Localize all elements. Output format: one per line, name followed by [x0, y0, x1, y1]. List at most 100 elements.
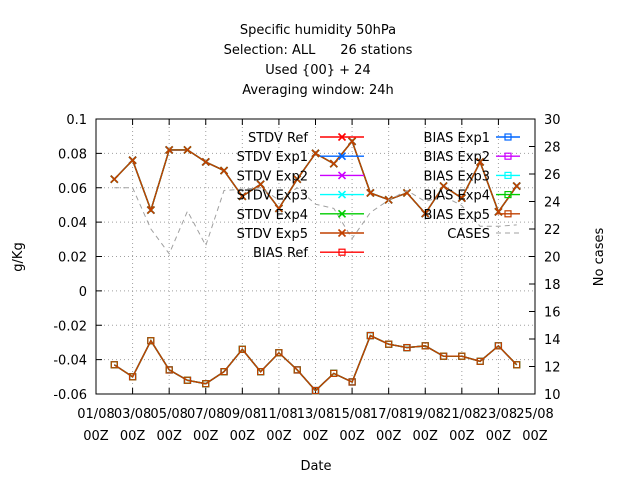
series-bias-exp5 — [110, 331, 521, 395]
y-tick-label: 0 — [79, 285, 87, 300]
y-tick-label: 0.08 — [58, 147, 87, 162]
x-tick-label-date: 23/08 — [480, 407, 517, 422]
x-tick-label-date: 07/08 — [187, 407, 224, 422]
data-point — [238, 345, 246, 353]
title-line-4: Averaging window: 24h — [242, 83, 394, 98]
chart-title: Specific humidity 50hPa Selection: ALL 2… — [224, 23, 413, 98]
legend-swatch-marker — [504, 171, 512, 179]
y-axis-label: g/Kg — [11, 242, 26, 271]
legend-label: CASES — [447, 227, 490, 242]
x-tick-label-date: 21/08 — [443, 407, 480, 422]
legend-item: BIAS Exp2 — [424, 150, 520, 165]
data-point — [476, 357, 484, 365]
data-point — [128, 156, 137, 165]
data-point — [421, 342, 429, 350]
x-tick-label-date: 05/08 — [150, 407, 187, 422]
data-point — [385, 340, 393, 348]
x-tick-label-hour: 00Z — [156, 429, 182, 444]
data-point — [256, 180, 265, 189]
data-point — [421, 209, 430, 218]
y-tick-label: 0.02 — [58, 251, 87, 266]
y2-tick-label: 28 — [544, 141, 561, 156]
x-tick-label-hour: 00Z — [303, 429, 329, 444]
x-tick-label-date: 13/08 — [297, 407, 334, 422]
legend-label: BIAS Exp2 — [424, 150, 490, 165]
data-point — [311, 386, 320, 395]
data-point — [293, 366, 301, 374]
data-point — [201, 157, 210, 167]
data-point — [219, 166, 229, 175]
data-point — [439, 352, 448, 360]
y-tick-label: 0.1 — [66, 113, 87, 128]
title-line-2: Selection: ALL 26 stations — [224, 43, 413, 58]
data-point — [238, 192, 247, 201]
data-point — [348, 137, 357, 146]
data-point — [311, 149, 320, 158]
legend-swatch-marker — [338, 248, 346, 256]
data-point — [494, 342, 503, 350]
y-tick-label: 0.04 — [58, 216, 87, 231]
y2-tick-label: 16 — [544, 306, 561, 321]
x-tick-label-hour: 00Z — [83, 429, 109, 444]
y2-axis-label: No cases — [592, 228, 607, 287]
legend-item: STDV Ref — [248, 131, 364, 146]
legend-label: BIAS Exp4 — [424, 189, 490, 204]
data-point — [110, 175, 119, 184]
data-point — [147, 337, 155, 345]
series-line — [113, 334, 518, 392]
x-tick-label-date: 01/08 — [77, 407, 114, 422]
legend-item: STDV Exp5 — [237, 227, 364, 242]
data-point — [403, 343, 411, 352]
legend-swatch-marker — [337, 152, 347, 161]
data-point — [257, 368, 265, 376]
legend-item: BIAS Exp3 — [424, 169, 520, 184]
y2-tick-label: 22 — [544, 223, 561, 238]
data-point — [512, 181, 521, 191]
x-tick-label-hour: 00Z — [120, 429, 146, 444]
data-point — [275, 349, 283, 357]
series-cases — [114, 187, 517, 255]
series-line — [114, 187, 517, 255]
x-tick-label-date: 19/08 — [407, 407, 444, 422]
data-point — [457, 193, 466, 203]
data-point — [458, 352, 466, 360]
x-tick-label-hour: 00Z — [193, 429, 219, 444]
y2-tick-label: 14 — [544, 333, 561, 348]
x-tick-label-hour: 00Z — [339, 429, 365, 444]
data-point — [110, 361, 118, 369]
legend-item: STDV Exp2 — [237, 169, 364, 184]
y2-tick-label: 24 — [544, 196, 561, 211]
legend-label: BIAS Exp5 — [424, 208, 490, 223]
legend-label: STDV Exp4 — [237, 208, 308, 223]
data-point — [183, 145, 192, 155]
x-tick-label-hour: 00Z — [376, 429, 402, 444]
y-tick-label: -0.04 — [53, 354, 87, 369]
legend-label: BIAS Exp1 — [424, 131, 490, 146]
legend-swatch-marker — [504, 210, 512, 218]
x-tick-label-date: 25/08 — [516, 407, 553, 422]
data-point — [348, 378, 356, 386]
x-tick-label-hour: 00Z — [266, 429, 292, 444]
legend-swatch-marker — [337, 190, 347, 199]
data-point — [165, 366, 173, 374]
legend-label: STDV Exp5 — [237, 227, 308, 242]
data-point — [402, 188, 412, 197]
data-point — [293, 175, 302, 184]
data-point — [146, 206, 155, 215]
legend: STDV Ref STDV Exp1 STDV Exp2 STDV Exp3 STDV … — [237, 131, 520, 261]
title-line-3: Used {00} + 24 — [265, 63, 370, 78]
legend-swatch-marker — [337, 209, 347, 218]
legend-swatch-marker — [504, 133, 512, 141]
legend-item: STDV Exp4 — [237, 208, 364, 223]
legend-label: STDV Ref — [248, 131, 308, 146]
y-tick-label: -0.06 — [53, 388, 87, 403]
legend-item: STDV Exp3 — [237, 189, 364, 204]
legend-item: BIAS Ref — [253, 246, 364, 261]
legend-label: STDV Exp2 — [237, 169, 308, 184]
legend-item: BIAS Exp5 — [424, 208, 520, 223]
data-point — [183, 376, 192, 384]
x-tick-label-date: 09/08 — [224, 407, 261, 422]
series-stdv-exp5 — [110, 137, 521, 218]
axes: 0.1 0.08 0.06 0.04 0.02 0 -0.02 -0.04 -0.06 30 28 2… — [53, 113, 560, 444]
legend-item: STDV Exp1 — [237, 150, 364, 165]
